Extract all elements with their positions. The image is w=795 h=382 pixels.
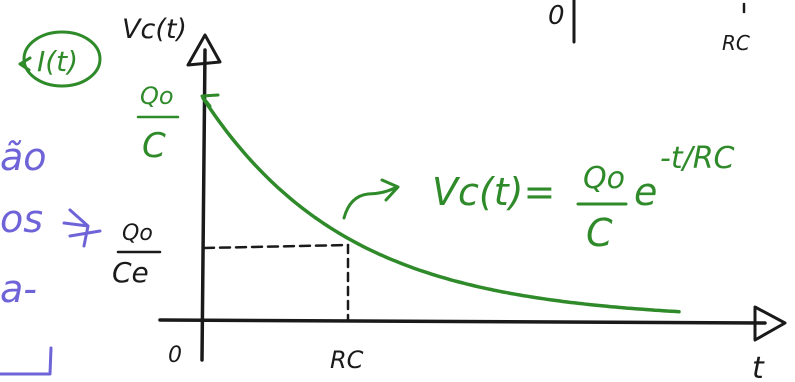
equation: Vc(t)= Qo C e -t/RC bbox=[432, 141, 735, 255]
equation-denominator: C bbox=[586, 211, 613, 255]
y-tick-mid: Qo Ce bbox=[112, 221, 162, 289]
equation-base: e bbox=[634, 170, 657, 214]
x-axis-line bbox=[158, 318, 767, 325]
top-fragment-rc: RC bbox=[722, 31, 750, 55]
y-tick-top: Qo C bbox=[136, 82, 180, 166]
rc-guides: RC bbox=[202, 243, 364, 374]
y-axis-arrowhead bbox=[186, 33, 222, 67]
y-axis-label: Vc(t) bbox=[122, 14, 187, 45]
top-fragments: 0 RC bbox=[548, 0, 750, 55]
pointer-arrow bbox=[342, 186, 397, 220]
note-line-2: os bbox=[0, 197, 43, 241]
curve-start-tick bbox=[200, 93, 220, 108]
circle-annotation bbox=[22, 30, 102, 88]
note-line-1: ão bbox=[0, 135, 47, 179]
y-tick-mid-numerator: Qo bbox=[122, 221, 153, 246]
x-tick-rc-label: RC bbox=[330, 346, 364, 374]
y-tick-mid-denominator: Ce bbox=[112, 256, 149, 289]
origin-label: 0 bbox=[168, 343, 182, 368]
x-axis-label: t bbox=[752, 351, 765, 382]
x-axis-arrowhead bbox=[753, 305, 787, 342]
y-tick-top-denominator: C bbox=[142, 126, 166, 166]
pointer-arrowhead bbox=[380, 178, 400, 202]
equation-numerator: Qo bbox=[583, 161, 625, 196]
double-arrow-icon bbox=[62, 208, 102, 248]
discharge-curve bbox=[201, 96, 681, 314]
equation-lhs: Vc(t)= bbox=[432, 170, 555, 214]
circle-arrowhead bbox=[18, 56, 32, 72]
horizontal-dashed-guide bbox=[202, 243, 350, 250]
circled-current-label: I(t) bbox=[37, 45, 78, 78]
y-tick-top-numerator: Qo bbox=[140, 82, 174, 110]
equation-exponent: -t/RC bbox=[660, 141, 735, 176]
top-fragment-zero: 0 bbox=[548, 1, 565, 31]
note-line-3: a- bbox=[0, 267, 37, 311]
left-margin-notes: I(t) ão os a- bbox=[0, 30, 102, 376]
note-underline bbox=[0, 346, 53, 376]
